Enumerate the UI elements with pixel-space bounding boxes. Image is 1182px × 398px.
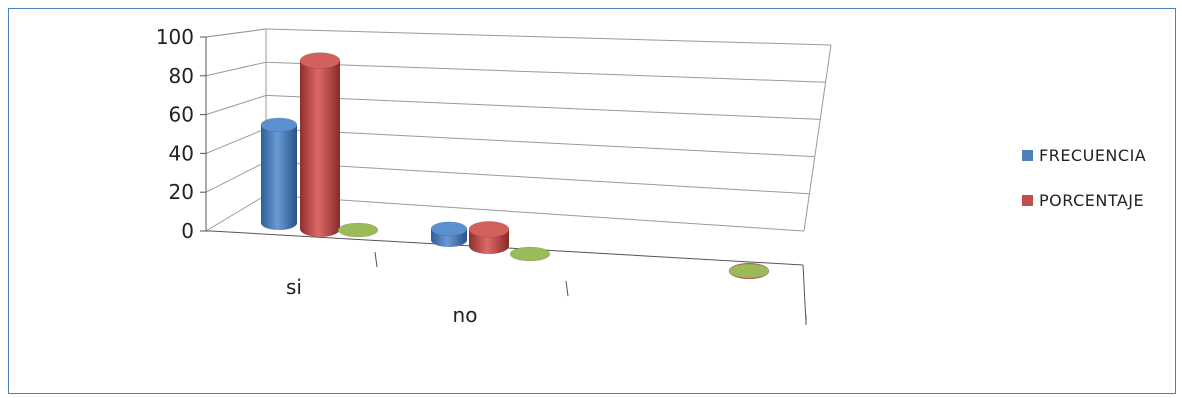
bar-body [261, 124, 297, 230]
category-tick [374, 251, 378, 268]
bar-top [337, 222, 379, 238]
bar-frecuencia-si [260, 117, 298, 230]
gridline-side [205, 128, 267, 154]
back-wall-edge [803, 44, 832, 232]
bar-porcentaje-no [468, 221, 510, 254]
gridline-back [265, 94, 821, 120]
bar-top [728, 263, 770, 279]
gridline-side [205, 61, 267, 77]
y-tick-label: 60 [169, 103, 194, 127]
legend-label: PORCENTAJE [1039, 191, 1144, 210]
legend-swatch [1022, 195, 1033, 206]
y-tick-label: 40 [169, 141, 194, 165]
x-category-label: no [453, 303, 478, 327]
bars [260, 52, 770, 280]
bar-series-3-cat-3 [728, 263, 770, 279]
legend-swatch [1022, 150, 1033, 161]
bar-series-3-no [509, 246, 551, 262]
bar-series-3-si [337, 222, 379, 238]
bar-top [509, 246, 551, 262]
x-axis-labels: si no [286, 275, 477, 327]
legend-label: FRECUENCIA [1039, 146, 1146, 165]
gridline-back [265, 161, 810, 195]
y-tick-label: 80 [169, 64, 194, 88]
left-wall [205, 28, 267, 232]
y-axis: 0 20 40 60 80 100 [156, 25, 207, 243]
bar-porcentaje-si [299, 52, 341, 238]
bar-top [299, 52, 341, 69]
x-category-label: si [286, 275, 302, 299]
bar-top [468, 221, 510, 238]
bar-top [430, 221, 468, 237]
gridline-back [265, 28, 832, 46]
gridline-back [265, 194, 805, 232]
floor-right-edge [802, 264, 807, 324]
bar-chart-3d: 0 20 40 60 80 100 si no FRECUENCIA PORCENTAJE [156, 25, 1146, 327]
gridline-back [265, 61, 826, 83]
category-tick [565, 280, 569, 297]
y-tick-label: 20 [169, 180, 194, 204]
bar-body [300, 60, 340, 238]
gridline-back [265, 128, 815, 158]
chart-frame: 0 20 40 60 80 100 si no FRECUENCIA PORCENTAJE [8, 8, 1176, 394]
y-tick-label: 100 [156, 25, 194, 49]
gridlines [205, 28, 832, 232]
bar-frecuencia-no [430, 221, 468, 247]
y-tick-label: 0 [181, 219, 194, 243]
gridline-side [205, 28, 267, 38]
gridline-side [205, 94, 267, 116]
gridline-side [205, 161, 267, 193]
legend: FRECUENCIA PORCENTAJE [1022, 146, 1146, 210]
bar-top [260, 117, 298, 133]
